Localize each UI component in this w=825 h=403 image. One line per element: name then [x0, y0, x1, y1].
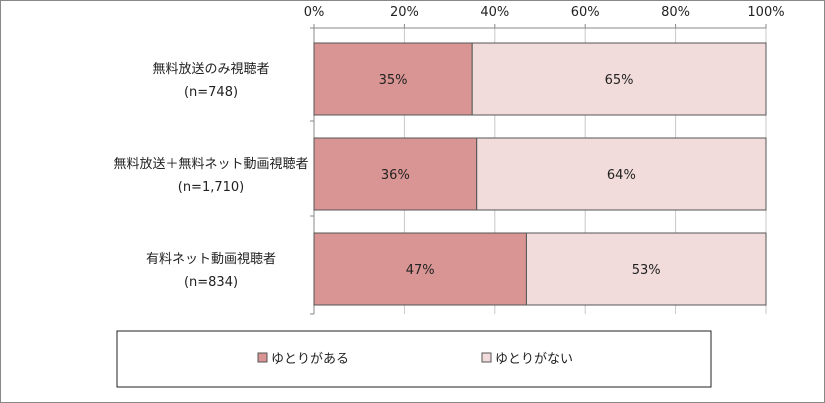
- data-label: 36%: [381, 168, 410, 183]
- data-label: 35%: [379, 73, 408, 88]
- x-tick-label: 60%: [571, 5, 600, 20]
- category-labels: 無料放送のみ視聴者 (n=748) 無料放送＋無料ネット動画視聴者 (n=1,710)…: [113, 62, 308, 290]
- legend-label: ゆとりがある: [271, 352, 349, 367]
- legend-swatch: [257, 352, 268, 363]
- bars: 35% 65% 36% 64% 47% 53%: [313, 42, 767, 306]
- category-label: 無料放送のみ視聴者: [152, 62, 269, 77]
- legend-label: ゆとりがない: [495, 352, 573, 367]
- data-label: 47%: [406, 263, 435, 278]
- category-sample-size: (n=834): [184, 275, 238, 290]
- x-tick-label: 40%: [480, 5, 509, 20]
- x-axis-ticks: 0% 20% 40% 60% 80% 100%: [304, 5, 785, 28]
- data-label: 64%: [607, 168, 636, 183]
- legend: ゆとりがある ゆとりがない: [116, 330, 712, 388]
- bar-segment-yutori-nai: [476, 137, 767, 211]
- bar-segment-yutori-aru: [313, 42, 473, 116]
- data-label: 53%: [632, 263, 661, 278]
- bar-segment-yutori-nai: [525, 232, 767, 306]
- category-sample-size: (n=748): [184, 85, 238, 100]
- bar-segment-yutori-nai: [471, 42, 767, 116]
- x-tick-label: 100%: [747, 5, 784, 20]
- category-label: 有料ネット動画視聴者: [146, 252, 276, 267]
- legend-swatch: [481, 352, 492, 363]
- bar-segment-yutori-aru: [313, 137, 478, 211]
- data-label: 65%: [605, 73, 634, 88]
- x-tick-label: 20%: [390, 5, 419, 20]
- x-tick-label: 80%: [661, 5, 690, 20]
- category-label: 無料放送＋無料ネット動画視聴者: [113, 157, 308, 172]
- legend-box: [116, 330, 712, 388]
- x-tick-label: 0%: [304, 5, 325, 20]
- bar-segment-yutori-aru: [313, 232, 527, 306]
- category-sample-size: (n=1,710): [178, 180, 245, 195]
